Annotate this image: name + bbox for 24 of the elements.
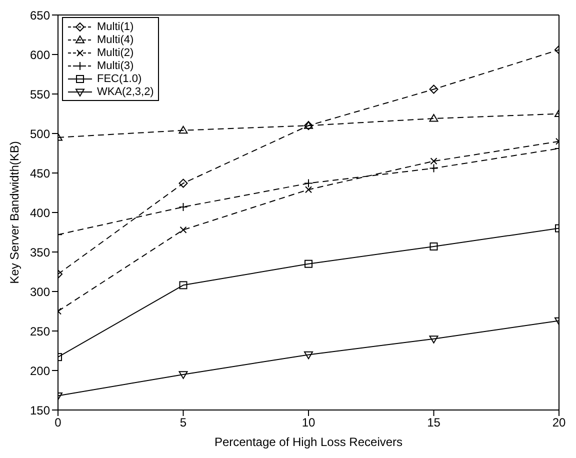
y-tick-label: 200 xyxy=(30,364,50,378)
legend-label: FEC(1.0) xyxy=(97,72,142,84)
y-tick-label: 300 xyxy=(30,284,50,299)
legend-label: WKA(2,3,2) xyxy=(97,86,154,98)
x-tick-label: 0 xyxy=(54,416,62,430)
y-tick-label: 400 xyxy=(30,206,50,220)
legend-label: Multi(2) xyxy=(97,46,134,58)
y-tick-label: 150 xyxy=(30,403,50,418)
x-tick-label: 5 xyxy=(180,416,187,430)
x-tick-label: 15 xyxy=(427,416,441,430)
y-tick-label: 250 xyxy=(30,324,50,338)
x-tick-label: 10 xyxy=(302,416,316,430)
legend-label: Multi(1) xyxy=(97,20,134,32)
y-tick-label: 500 xyxy=(30,126,50,141)
x-tick-label: 20 xyxy=(552,416,566,430)
y-tick-label: 600 xyxy=(30,48,50,62)
y-axis-title: Key Server Bandwidth(KB) xyxy=(7,141,22,284)
x-axis-title: Percentage of High Loss Receivers xyxy=(214,435,403,449)
legend-label: Multi(4) xyxy=(97,34,134,46)
y-tick-label: 650 xyxy=(30,8,50,22)
legend-label: Multi(3) xyxy=(97,60,134,72)
y-tick-label: 550 xyxy=(30,87,50,102)
y-tick-label: 450 xyxy=(30,166,50,180)
y-tick-label: 350 xyxy=(30,245,50,260)
